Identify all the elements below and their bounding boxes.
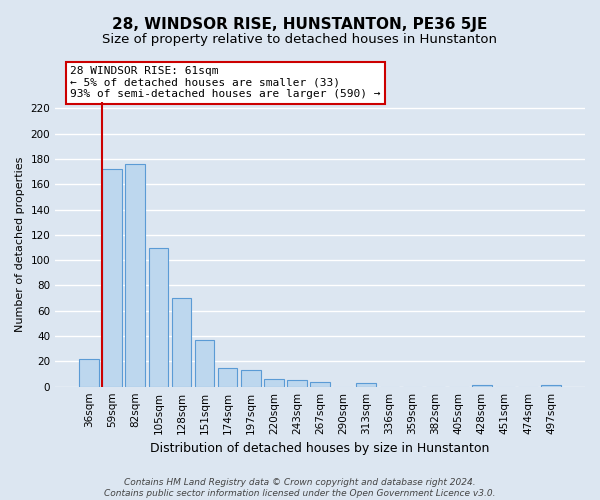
Text: Contains HM Land Registry data © Crown copyright and database right 2024.
Contai: Contains HM Land Registry data © Crown c… xyxy=(104,478,496,498)
Bar xyxy=(149,248,168,386)
Bar xyxy=(264,379,284,386)
Bar xyxy=(310,382,330,386)
Bar xyxy=(218,368,238,386)
Bar xyxy=(195,340,214,386)
Y-axis label: Number of detached properties: Number of detached properties xyxy=(15,156,25,332)
X-axis label: Distribution of detached houses by size in Hunstanton: Distribution of detached houses by size … xyxy=(151,442,490,455)
Bar xyxy=(79,359,99,386)
Bar xyxy=(125,164,145,386)
Bar xyxy=(172,298,191,386)
Bar xyxy=(356,383,376,386)
Text: Size of property relative to detached houses in Hunstanton: Size of property relative to detached ho… xyxy=(103,32,497,46)
Bar xyxy=(103,169,122,386)
Bar xyxy=(287,380,307,386)
Bar xyxy=(241,370,260,386)
Text: 28 WINDSOR RISE: 61sqm
← 5% of detached houses are smaller (33)
93% of semi-deta: 28 WINDSOR RISE: 61sqm ← 5% of detached … xyxy=(70,66,381,99)
Text: 28, WINDSOR RISE, HUNSTANTON, PE36 5JE: 28, WINDSOR RISE, HUNSTANTON, PE36 5JE xyxy=(112,18,488,32)
